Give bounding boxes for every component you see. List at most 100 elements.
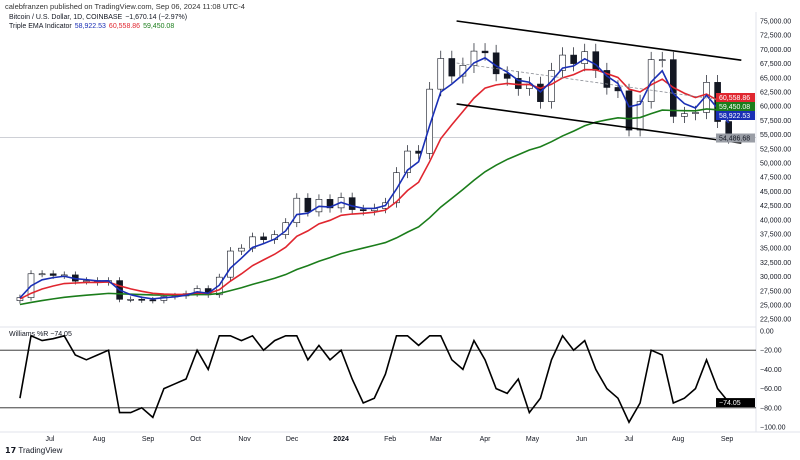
candle-body (404, 150, 411, 173)
candle-body (348, 197, 356, 210)
price-tick-label: 67,500.00 (760, 61, 791, 68)
time-tick-label: Dec (286, 436, 299, 443)
williams-tick-label: −100.00 (760, 425, 786, 432)
time-tick-label: Mar (430, 436, 443, 443)
brand-name: TradingView (18, 446, 63, 455)
candle-body (703, 82, 710, 113)
time-tick-label: Sep (721, 436, 734, 443)
price-tick-label: 25,000.00 (760, 303, 791, 310)
williams-label: Williams %R (9, 331, 49, 338)
time-tick-label: Nov (238, 436, 251, 443)
price-tick-label: 35,000.00 (760, 246, 791, 253)
channel-upper (456, 20, 742, 61)
price-tick-label: 47,500.00 (760, 175, 791, 182)
williams-badge (716, 398, 755, 408)
candle-body (359, 209, 367, 212)
candle-body (548, 70, 555, 102)
candle-body (426, 88, 433, 154)
candle-body (238, 247, 245, 252)
time-tick-label: Sep (142, 436, 155, 443)
price-tick-label: 52,500.00 (760, 146, 791, 153)
time-tick-label: Jun (576, 436, 587, 443)
price-tick-label: 57,500.00 (760, 118, 791, 125)
williams-tick-label: −20.00 (760, 348, 782, 355)
ema-badge-value: 58,922.53 (719, 113, 750, 120)
candle-body (293, 197, 301, 223)
price-tick-label: 32,500.00 (760, 260, 791, 267)
ema-badge (716, 93, 755, 102)
candle-body (448, 58, 456, 77)
williams-tick-label: −40.00 (760, 367, 782, 374)
price-tick-label: 60,000.00 (760, 104, 791, 111)
candle-body (581, 51, 589, 64)
price-tick-label: 37,500.00 (760, 232, 791, 239)
time-tick-label: Apr (480, 436, 492, 443)
price-tick-label: 40,000.00 (760, 217, 791, 224)
last-price-badge (716, 133, 755, 143)
candle-body (570, 54, 577, 64)
tradingview-logo: 𝟭𝟳 TradingView (5, 446, 62, 455)
price-tick-label: 70,000.00 (760, 47, 791, 54)
williams-line (19, 334, 730, 424)
candle-body (282, 222, 290, 235)
price-change: −1,670.14 (−2.97%) (125, 14, 188, 21)
ema-badge-value: 60,558.86 (719, 95, 750, 102)
time-tick-label: Aug (672, 436, 685, 443)
candle-body (227, 250, 234, 278)
candle-body (49, 273, 57, 276)
candle-body (138, 299, 146, 301)
candle-body (658, 59, 666, 61)
channel-mid (456, 62, 742, 104)
price-tick-label: 72,500.00 (760, 33, 791, 40)
williams-badge-value: −74.05 (719, 400, 741, 407)
published-header: calebfranzen published on TradingView.co… (5, 2, 245, 11)
price-tick-label: 27,500.00 (760, 288, 791, 295)
candle-body (437, 58, 445, 90)
symbol-title: Bitcoin / U.S. Dollar, 1D, COINBASE (9, 14, 123, 21)
time-tick-label: May (526, 436, 540, 443)
ema-legend: Triple EMA Indicator 58,922.53 60,558.86 59… (9, 23, 174, 30)
ema-mid-line (19, 68, 730, 300)
candle-body (38, 273, 46, 276)
williams-tick-label: −80.00 (760, 405, 782, 412)
price-tick-label: 65,000.00 (760, 75, 791, 82)
ema-fast-value: 58,922.53 (74, 23, 106, 30)
candle-body (492, 52, 500, 75)
ema-slow-line (19, 108, 729, 306)
time-tick-label: Jul (625, 436, 634, 443)
ema-slow-value: 59,450.08 (143, 23, 175, 30)
last-price-value: 54,486.68 (719, 136, 750, 143)
symbol-legend: Bitcoin / U.S. Dollar, 1D, COINBASE −1,67… (9, 14, 187, 21)
candle-body (304, 197, 312, 213)
candle-body (692, 112, 699, 114)
ema-mid-value: 60,558.86 (108, 23, 141, 30)
ema-fast-line (19, 56, 730, 300)
time-tick-label: Aug (93, 436, 106, 443)
candle-body (625, 90, 633, 131)
ema-badge (716, 111, 755, 120)
candle-body (149, 299, 157, 302)
candle-body (636, 101, 644, 131)
ema-indicator-label: Triple EMA Indicator (9, 23, 72, 30)
price-tick-label: 62,500.00 (760, 90, 791, 97)
candle-body (481, 50, 489, 54)
time-tick-label: Jul (46, 436, 55, 443)
price-tick-label: 55,000.00 (760, 132, 791, 139)
williams-tick-label: −60.00 (760, 386, 782, 393)
time-tick-label: 2024 (333, 436, 349, 443)
williams-tick-label: 0.00 (760, 329, 774, 336)
candle-body (83, 280, 90, 282)
price-tick-label: 42,500.00 (760, 203, 791, 210)
ema-badge (716, 102, 755, 111)
candle-body (260, 236, 267, 240)
time-tick-label: Oct (190, 436, 201, 443)
price-tick-label: 22,500.00 (760, 317, 791, 324)
candle-body (681, 113, 688, 117)
time-tick-label: Feb (384, 436, 396, 443)
candle-body (559, 54, 566, 71)
ema-badge-value: 59,450.08 (719, 104, 750, 111)
candle-body (503, 73, 511, 79)
price-tick-label: 75,000.00 (760, 19, 791, 26)
price-tick-label: 45,000.00 (760, 189, 791, 196)
